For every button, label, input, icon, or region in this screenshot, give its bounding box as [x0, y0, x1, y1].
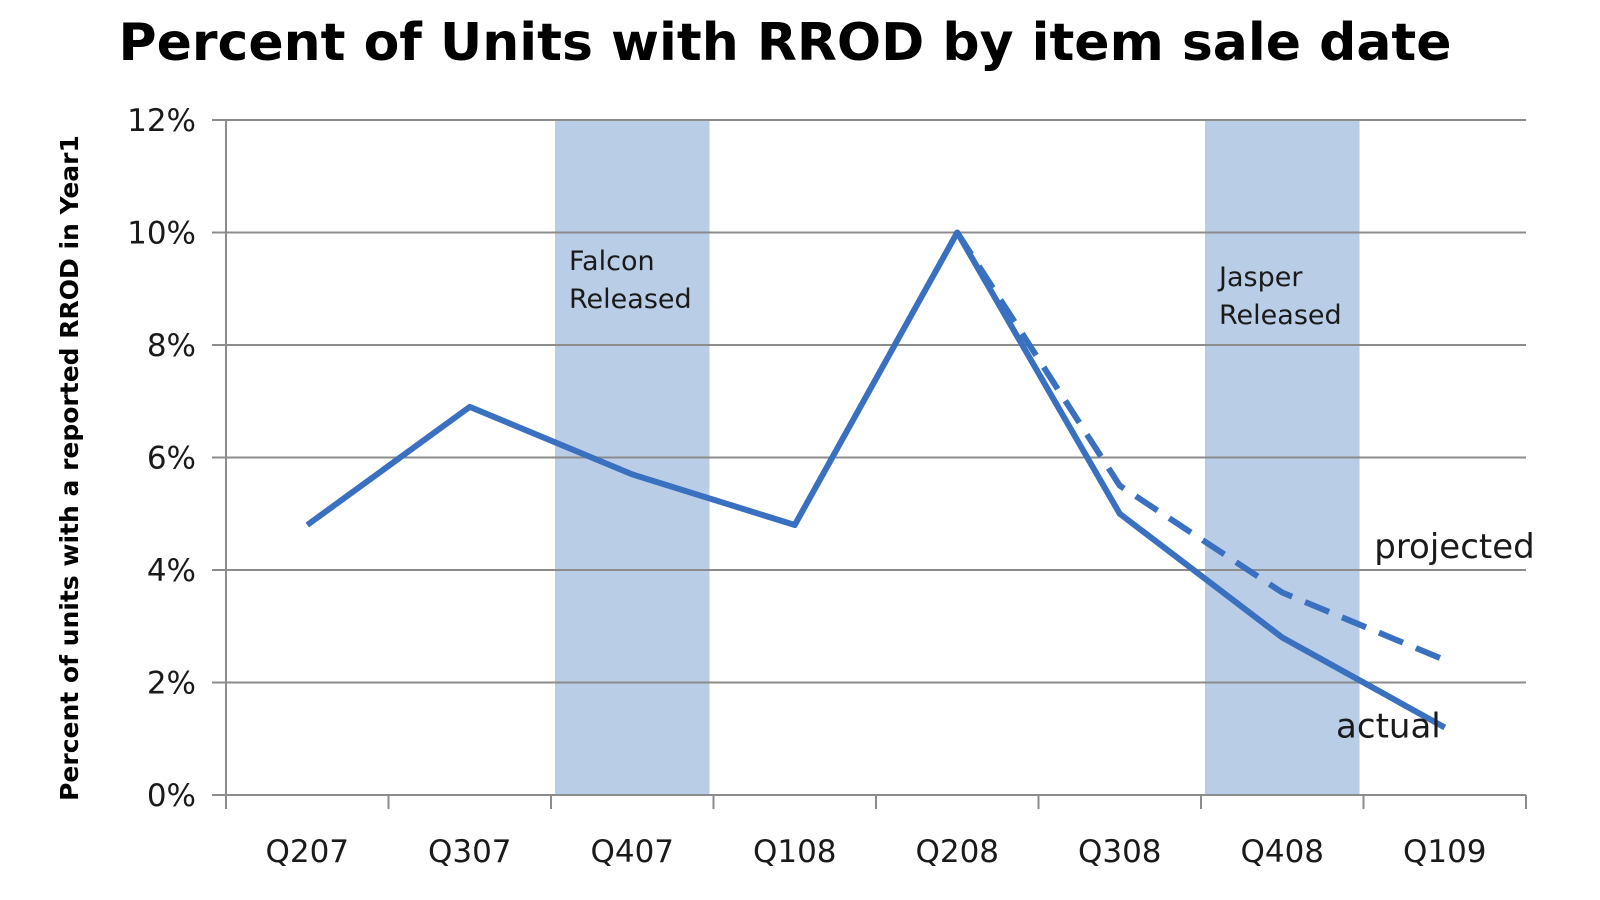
series-line-actual	[305, 229, 1447, 731]
chart-title: Percent of Units with RROD by item sale …	[118, 13, 1451, 73]
axis-layer: 0% 2% 4% 6% 8% 10% 12% Q207 Q307 Q407 Q108 Q208 Q308…	[127, 103, 1527, 870]
series-label-projected: projected	[1374, 527, 1535, 567]
y-tick-label: 0%	[147, 778, 196, 814]
annotation-band-label: Jasper	[1217, 262, 1303, 293]
x-tick-label: Q407	[590, 834, 674, 870]
annotation-band-label: Released	[569, 284, 692, 315]
y-tick-label: 10%	[127, 216, 196, 252]
y-axis-label: Percent of units with a reported RROD in…	[55, 135, 84, 801]
y-tick-label: 4%	[147, 553, 196, 589]
grid-layer	[212, 119, 1526, 796]
annotation-band-label: Falcon	[569, 246, 655, 277]
annotation-band-label: Released	[1219, 300, 1342, 331]
x-tick-label: Q108	[753, 834, 837, 870]
series-layer	[305, 229, 1447, 731]
y-tick-label: 12%	[127, 103, 196, 139]
series-label-actual: actual	[1336, 707, 1441, 747]
x-tick-label: Q308	[1078, 834, 1162, 870]
x-tick-label: Q307	[428, 834, 512, 870]
x-tick-label: Q207	[265, 834, 349, 870]
x-tick-label: Q408	[1240, 834, 1324, 870]
x-tick-label: Q208	[915, 834, 999, 870]
y-tick-label: 8%	[147, 328, 196, 364]
label-layer: Falcon Released Jasper Released actual projec…	[569, 246, 1535, 747]
x-tick-label: Q109	[1403, 834, 1487, 870]
series-line-projected	[954, 230, 1446, 663]
y-tick-label: 2%	[147, 666, 196, 702]
y-tick-label: 6%	[147, 441, 196, 477]
